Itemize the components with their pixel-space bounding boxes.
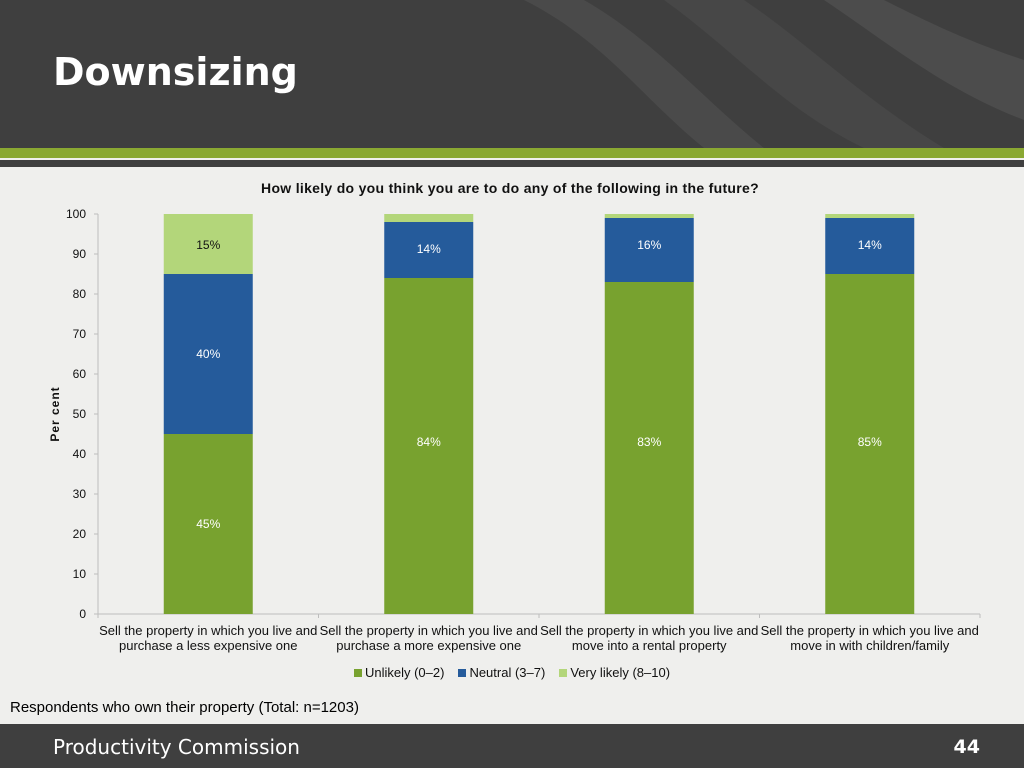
legend-item: Neutral (3–7) [458,665,545,680]
chart-legend: Unlikely (0–2) Neutral (3–7) Very likely (… [0,665,1024,680]
header-decoration [524,0,1024,148]
data-label: 16% [637,238,661,252]
y-tick-label: 90 [73,247,87,261]
bar-segment-very-likely [604,214,694,218]
legend-item: Unlikely (0–2) [353,665,445,680]
legend-label: Unlikely (0–2) [364,665,445,680]
slide-header: Downsizing [0,0,1024,148]
org-name: Productivity Commission [53,735,300,759]
x-tick-label: Sell the property in which you live and … [540,623,759,653]
footnote: Respondents who own their property (Tota… [10,699,359,716]
x-tick-label: Sell the property in which you live and … [319,623,538,653]
chart-title: How likely do you think you are to do an… [261,180,759,196]
data-label: 15% [196,238,220,252]
header-dark-band [0,160,1024,167]
bar-segment-neutral [163,274,253,434]
bar-segment-neutral [384,222,474,278]
legend-swatch [458,668,467,677]
data-label: 45% [196,517,220,531]
y-axis-label: Per cent [48,386,62,441]
bar-segment-unlikely [163,434,253,614]
legend-label: Neutral (3–7) [469,665,546,680]
bar-segment-unlikely [825,274,915,614]
bar-segment-neutral [825,218,915,274]
legend-swatch [559,668,568,677]
data-label: 85% [858,435,882,449]
data-label: 14% [858,238,882,252]
header-band-gap [0,158,1024,160]
y-tick-label: 80 [73,287,87,301]
data-label: 84% [417,435,441,449]
y-tick-label: 70 [73,327,87,341]
y-tick-label: 10 [73,567,87,581]
y-tick-label: 50 [73,407,87,421]
bar-segment-very-likely [825,214,915,218]
x-tick-label: Sell the property in which you live and … [99,623,318,653]
bar-segment-unlikely [384,278,474,614]
y-tick-label: 30 [73,487,87,501]
x-tick-label: Sell the property in which you live and … [760,623,979,653]
legend-swatch [353,668,362,677]
bar-segment-unlikely [604,282,694,614]
slide-title: Downsizing [53,50,298,94]
slide-footer: Productivity Commission 44 [0,724,1024,768]
y-tick-label: 20 [73,527,87,541]
y-tick-label: 40 [73,447,87,461]
legend-item: Very likely (8–10) [559,665,670,680]
bar-segment-very-likely [384,214,474,222]
data-label: 14% [417,242,441,256]
bar-segment-neutral [604,218,694,282]
y-tick-label: 60 [73,367,87,381]
data-label: 83% [637,435,661,449]
header-accent-band [0,148,1024,158]
stacked-bar-chart: 0 10 20 30 40 50 60 70 80 90 100 Per cent 45% 40% 15% 8… [48,207,981,620]
legend-label: Very likely (8–10) [570,665,671,680]
data-label: 40% [196,347,220,361]
y-tick-label: 0 [79,607,86,620]
bar-segment-very-likely [163,214,253,274]
page-number: 44 [953,736,980,758]
y-tick-label: 100 [66,207,86,221]
